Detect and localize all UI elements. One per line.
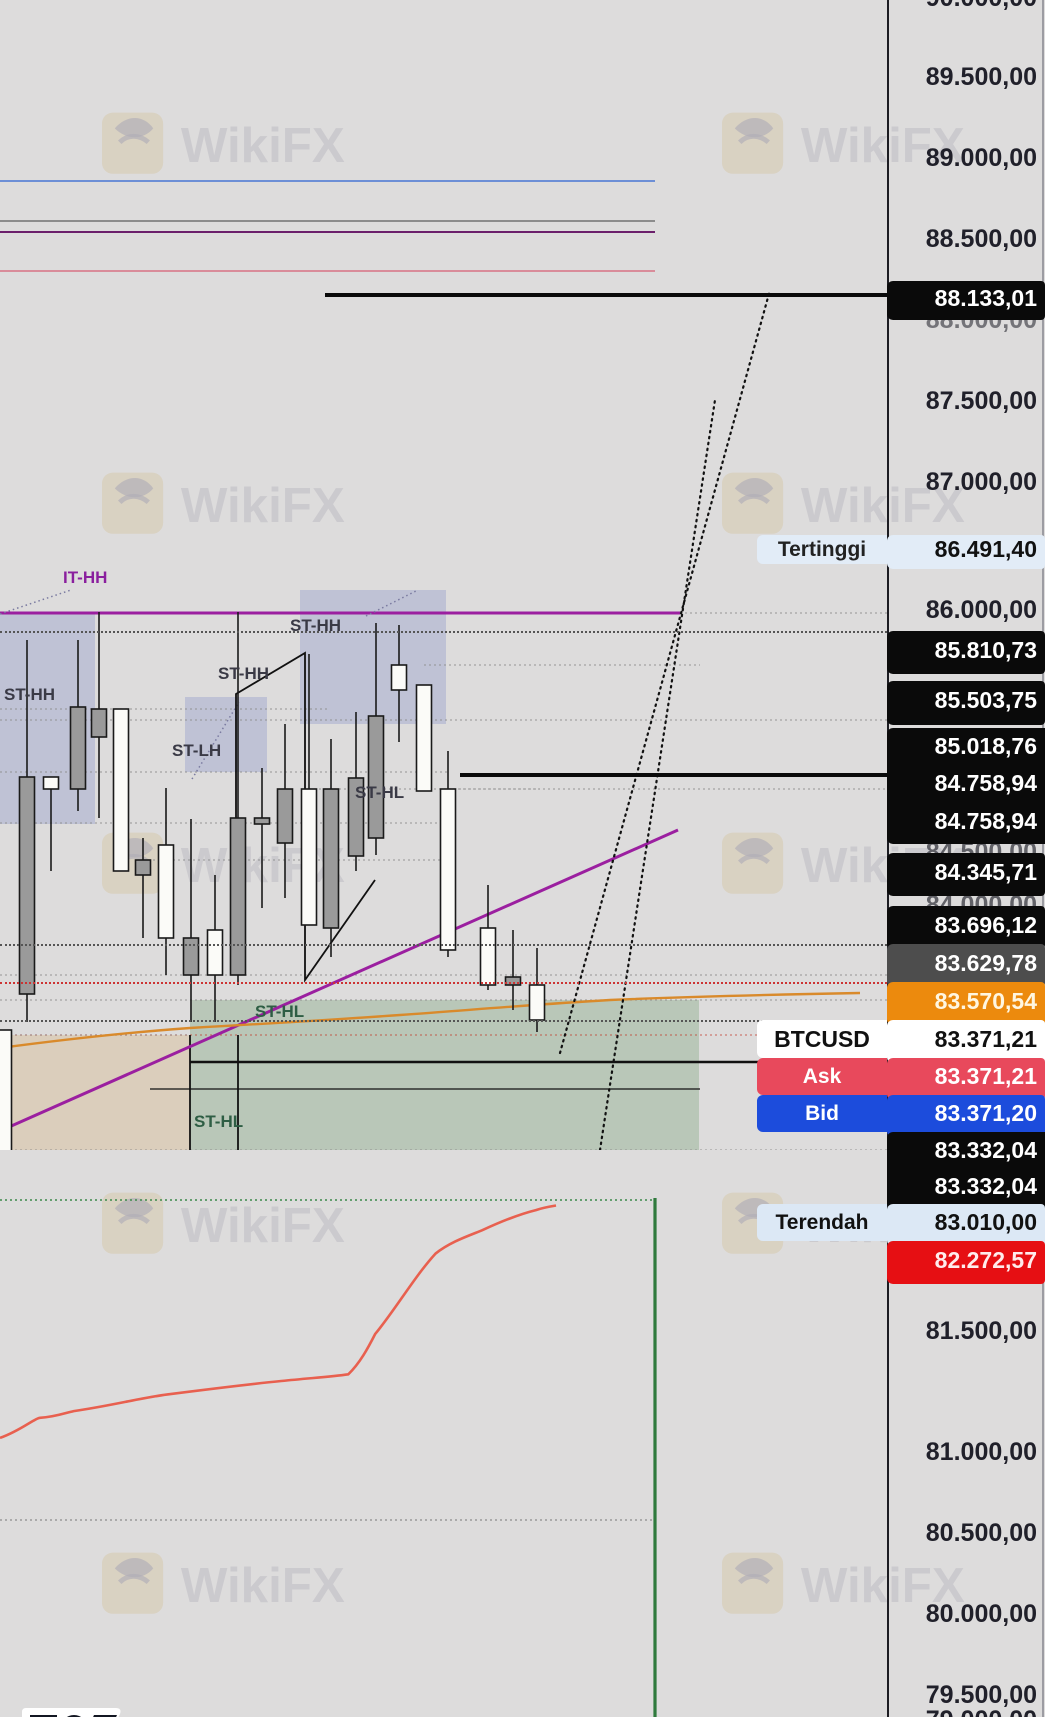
svg-text:ST-HL: ST-HL bbox=[194, 1112, 243, 1131]
svg-text:ST-HH: ST-HH bbox=[4, 685, 55, 704]
svg-text:IT-HH: IT-HH bbox=[63, 568, 107, 587]
svg-text:ST-HL: ST-HL bbox=[355, 783, 404, 802]
svg-text:ST-LH: ST-LH bbox=[172, 741, 221, 760]
svg-text:ST-HL: ST-HL bbox=[255, 1002, 304, 1021]
svg-text:ST-HH: ST-HH bbox=[218, 664, 269, 683]
